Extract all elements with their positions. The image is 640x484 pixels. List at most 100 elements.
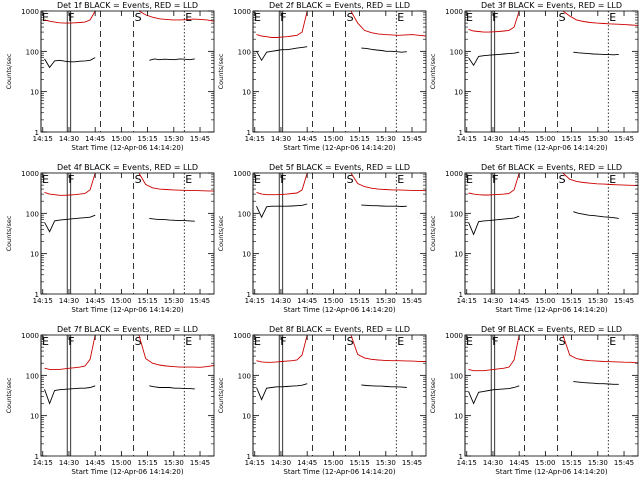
chart-title: Det 8f BLACK = Events, RED = LLD (269, 325, 410, 334)
x-tick-label: 14:30 (271, 297, 291, 305)
series-line-events-1 (468, 215, 520, 236)
x-tick-label: 15:45 (402, 297, 422, 305)
x-tick-label: 14:30 (59, 459, 79, 467)
y-tick-label: 10 (454, 413, 463, 421)
series-line-lld-1 (256, 334, 308, 363)
x-tick-label: 14:15 (245, 135, 265, 143)
marker-label: S (347, 11, 354, 24)
x-tick-label: 14:30 (59, 135, 79, 143)
marker-label: E (42, 335, 49, 348)
y-tick-label: 10 (454, 89, 463, 97)
x-tick-label: 15:30 (588, 135, 608, 143)
marker-label: S (559, 173, 566, 186)
marker-label: E (466, 173, 473, 186)
x-tick-label: 15:15 (562, 459, 582, 467)
y-axis-label: Counts/sec (5, 377, 13, 413)
chart-title: Det 7f BLACK = Events, RED = LLD (57, 325, 198, 334)
plot-frame (252, 172, 427, 295)
marker-label: F (280, 11, 286, 24)
plot-frame (252, 10, 427, 133)
x-axis-label: Start Time (12-Apr-06 14:14:20) (283, 306, 395, 314)
y-tick-label: 1 (247, 291, 251, 299)
plot-frame (40, 10, 215, 133)
y-tick-label: 1000 (21, 170, 39, 178)
x-tick-label: 15:45 (402, 459, 422, 467)
y-axis-label: Counts/sec (217, 53, 225, 89)
marker-label: E (397, 173, 404, 186)
marker-label: S (135, 11, 142, 24)
x-tick-label: 15:00 (323, 297, 343, 305)
plot-frame (464, 10, 639, 133)
y-tick-label: 10 (30, 89, 39, 97)
marker-label: F (492, 173, 498, 186)
chart-title: Det 9f BLACK = Events, RED = LLD (481, 325, 622, 334)
chart-panel-5: Det 5f BLACK = Events, RED = LLD Counts/s… (217, 163, 427, 314)
series-line-events-1 (44, 385, 96, 405)
x-tick-label: 15:45 (190, 459, 210, 467)
series-line-lld-1 (468, 172, 520, 196)
marker-label: S (135, 335, 142, 348)
marker-label: E (609, 173, 616, 186)
y-tick-label: 1 (459, 453, 463, 461)
x-tick-label: 15:15 (350, 459, 370, 467)
marker-label: F (280, 335, 286, 348)
y-tick-label: 1 (459, 129, 463, 137)
marker-label: F (280, 173, 286, 186)
series-line-events-1 (256, 46, 308, 62)
marker-label: E (609, 335, 616, 348)
x-tick-label: 14:15 (33, 297, 53, 305)
series-line-lld-2 (350, 172, 427, 192)
y-tick-label: 1000 (21, 332, 39, 340)
x-tick-label: 14:30 (483, 135, 503, 143)
x-tick-label: 15:00 (535, 135, 555, 143)
x-tick-label: 14:45 (85, 297, 105, 305)
x-tick-label: 14:45 (297, 135, 317, 143)
series-line-events-2 (573, 211, 619, 219)
series-line-lld-1 (44, 172, 96, 196)
x-tick-label: 15:00 (323, 135, 343, 143)
series-line-lld-1 (468, 334, 520, 372)
y-tick-label: 10 (242, 89, 251, 97)
y-tick-label: 100 (26, 372, 39, 380)
series-line-events-2 (149, 217, 195, 222)
y-tick-label: 1000 (233, 332, 251, 340)
x-tick-label: 14:15 (245, 459, 265, 467)
plot-frame (252, 334, 427, 457)
y-tick-label: 10 (30, 251, 39, 259)
series-line-events-1 (44, 57, 96, 69)
y-tick-label: 1000 (445, 332, 463, 340)
series-line-lld-1 (468, 10, 520, 33)
series-line-lld-1 (44, 10, 96, 24)
x-tick-label: 15:30 (376, 297, 396, 305)
series-line-events-2 (149, 58, 195, 61)
x-axis-label: Start Time (12-Apr-06 14:14:20) (71, 306, 183, 314)
series-line-events-2 (149, 385, 195, 390)
series-line-events-1 (468, 51, 520, 67)
x-tick-label: 14:30 (271, 459, 291, 467)
x-tick-label: 15:00 (111, 459, 131, 467)
marker-label: E (42, 173, 49, 186)
series-line-lld-1 (44, 334, 96, 370)
marker-label: S (559, 335, 566, 348)
series-line-events-2 (361, 204, 407, 207)
marker-label: F (68, 335, 74, 348)
chart-panel-2: Det 2f BLACK = Events, RED = LLD Counts/s… (217, 1, 427, 152)
marker-label: E (609, 11, 616, 24)
marker-label: E (185, 11, 192, 24)
series-line-lld-2 (350, 334, 427, 362)
plot-frame (464, 334, 639, 457)
series-line-events-2 (361, 47, 407, 53)
x-tick-label: 14:30 (483, 297, 503, 305)
x-tick-label: 15:45 (402, 135, 422, 143)
x-tick-label: 14:30 (59, 297, 79, 305)
chart-panel-1: Det 1f BLACK = Events, RED = LLD Counts/s… (5, 1, 215, 152)
x-tick-label: 15:00 (535, 297, 555, 305)
y-tick-label: 100 (238, 210, 251, 218)
x-axis-label: Start Time (12-Apr-06 14:14:20) (283, 468, 395, 476)
marker-label: S (135, 173, 142, 186)
x-tick-label: 15:15 (350, 135, 370, 143)
y-axis-label: Counts/sec (429, 377, 437, 413)
series-line-events-1 (256, 383, 308, 401)
y-tick-label: 100 (450, 48, 463, 56)
x-tick-label: 14:45 (509, 135, 529, 143)
